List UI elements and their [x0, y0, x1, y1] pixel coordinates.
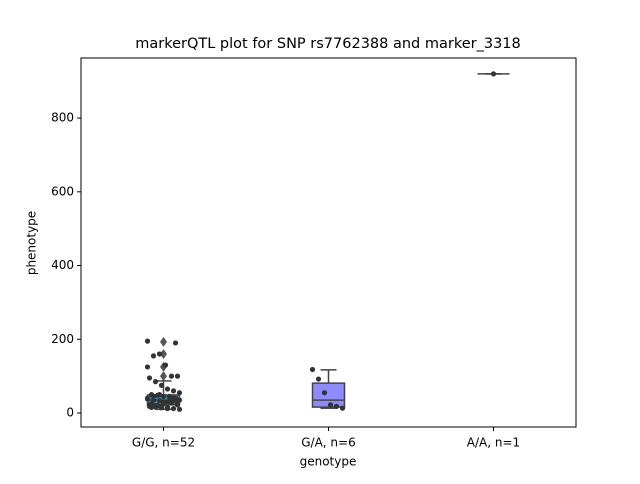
data-point [156, 351, 163, 357]
data-point [152, 379, 159, 385]
x-tick-label: G/G, n=52 [132, 436, 195, 450]
data-point [168, 373, 175, 379]
data-point [166, 393, 173, 400]
data-point [148, 401, 155, 407]
y-axis-label: phenotype [25, 211, 39, 275]
box [311, 382, 346, 408]
data-point [158, 382, 165, 388]
y-tick-label: 200 [51, 332, 74, 346]
y-tick-label: 600 [51, 184, 74, 198]
data-point [309, 366, 316, 373]
data-point [156, 398, 163, 404]
data-point [176, 406, 183, 412]
data-point [162, 362, 169, 368]
outlier [160, 349, 167, 360]
plot-frame [80, 57, 577, 428]
data-point [339, 405, 346, 411]
data-point [174, 402, 181, 408]
x-tick-label: G/A, n=6 [301, 436, 355, 450]
data-point [170, 388, 177, 394]
data-point [164, 386, 171, 392]
chart-title: markerQTL plot for SNP rs7762388 and mar… [135, 36, 521, 52]
data-point [144, 364, 151, 370]
data-point [144, 395, 151, 401]
x-tick-label: A/A, n=1 [467, 436, 520, 450]
data-point [144, 338, 151, 344]
y-tick-label: 0 [66, 405, 74, 419]
data-point [158, 405, 165, 411]
data-point [321, 390, 328, 396]
data-point [315, 376, 322, 382]
data-point [176, 397, 183, 403]
data-point [172, 340, 179, 346]
data-point [490, 71, 497, 77]
data-point [327, 402, 334, 408]
data-point [154, 403, 161, 409]
outlier [160, 336, 167, 347]
data-point [333, 403, 340, 409]
data-point [164, 405, 171, 412]
data-point [170, 405, 177, 412]
data-point [146, 375, 153, 381]
data-point [150, 353, 157, 359]
data-point [170, 395, 177, 401]
data-point [160, 399, 167, 405]
data-point [156, 391, 163, 398]
x-axis-label: genotype [300, 455, 357, 469]
y-tick-label: 800 [51, 111, 74, 125]
data-point [150, 393, 157, 400]
data-point [176, 390, 183, 396]
outlier [160, 371, 167, 382]
data-point [174, 373, 181, 379]
data-point [168, 400, 175, 406]
y-tick-label: 400 [51, 258, 74, 272]
data-point [160, 393, 167, 400]
